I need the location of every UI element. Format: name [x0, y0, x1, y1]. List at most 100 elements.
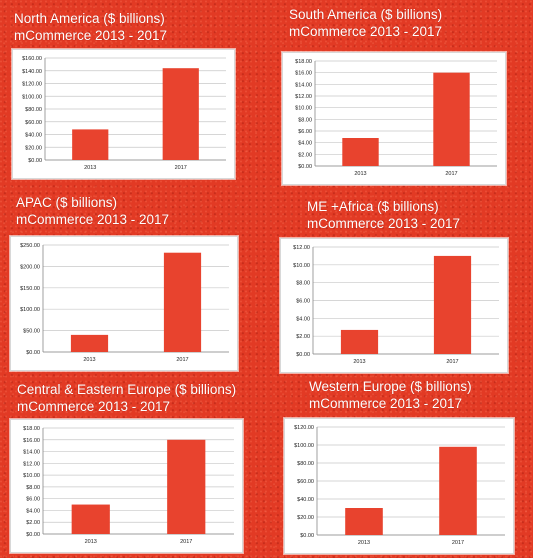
- y-tick-label: $20.00: [25, 145, 42, 151]
- chart-frame: $0.00 $2.00 $4.00 $6.00 $8.00 $10.00 $12.00 $14…: [282, 52, 506, 185]
- y-tick-label: $8.00: [26, 485, 40, 491]
- x-tick-label: 2013: [358, 540, 370, 546]
- y-tick-label: $150.00: [20, 286, 40, 292]
- y-tick-label: $0.00: [28, 158, 42, 164]
- chart-title: ME +Africa ($ billions): [307, 199, 439, 214]
- y-tick-label: $120.00: [22, 82, 42, 88]
- chart-title-block: South America ($ billions) mCommerce 201…: [289, 6, 442, 40]
- y-tick-label: $40.00: [297, 497, 314, 503]
- chart-plot: $0.00 $2.00 $4.00 $6.00 $8.00 $10.00 $12.00 201…: [293, 245, 499, 365]
- y-tick-label: $10.00: [295, 106, 312, 112]
- y-tick-label: $0.00: [298, 164, 312, 170]
- y-tick-label: $12.00: [295, 94, 312, 100]
- chart-subtitle: mCommerce 2013 - 2017: [17, 399, 171, 414]
- bar-2013: [71, 504, 110, 534]
- y-tick-label: $0.00: [26, 350, 40, 356]
- bar-2017: [439, 446, 477, 535]
- bar-2013: [342, 138, 379, 166]
- chart-subtitle: mCommerce 2013 - 2017: [14, 28, 168, 43]
- y-tick-label: $60.00: [25, 120, 42, 126]
- y-tick-label: $2.00: [26, 520, 40, 526]
- chart-title: Central & Eastern Europe ($ billions): [17, 382, 237, 397]
- bar-2017: [433, 255, 472, 354]
- chart-title-block: Central & Eastern Europe ($ billions) mC…: [17, 381, 236, 415]
- bar-2017: [167, 439, 206, 534]
- chart-frame: $0.00 $2.00 $4.00 $6.00 $8.00 $10.00 $12.00 $14…: [10, 419, 243, 553]
- chart-title: South America ($ billions): [289, 7, 443, 22]
- chart-plot: $0.00 $20.00 $40.00 $60.00 $80.00 $100.00 $120…: [22, 56, 226, 171]
- chart-plot: $0.00 $50.00 $100.00 $150.00 $200.00 $250.00 2…: [20, 243, 229, 363]
- x-tick-label: 2017: [446, 359, 458, 365]
- x-tick-label: 2017: [176, 357, 188, 363]
- x-tick-label: 2013: [85, 539, 97, 545]
- chart-frame: $0.00 $50.00 $100.00 $150.00 $200.00 $250.00 2…: [10, 236, 238, 371]
- y-tick-label: $8.00: [298, 117, 312, 123]
- y-tick-label: $16.00: [295, 71, 312, 77]
- y-tick-label: $18.00: [295, 59, 312, 65]
- chart-subtitle: mCommerce 2013 - 2017: [289, 24, 443, 39]
- bar-2013: [345, 508, 383, 535]
- chart-title-block: Western Europe ($ billions) mCommerce 20…: [309, 378, 472, 412]
- chart-frame: $0.00 $20.00 $40.00 $60.00 $80.00 $100.00 $120…: [12, 49, 235, 179]
- y-tick-label: $10.00: [293, 263, 310, 269]
- y-tick-label: $8.00: [296, 281, 310, 287]
- bar-2013: [72, 129, 109, 160]
- y-tick-label: $160.00: [22, 56, 42, 62]
- x-tick-label: 2017: [180, 539, 192, 545]
- chart-subtitle: mCommerce 2013 - 2017: [16, 212, 170, 227]
- bar-2017: [162, 68, 199, 160]
- y-tick-label: $6.00: [26, 497, 40, 503]
- x-tick-label: 2013: [353, 359, 365, 365]
- y-tick-label: $80.00: [297, 461, 314, 467]
- chart-title-block: ME +Africa ($ billions) mCommerce 2013 -…: [307, 198, 460, 232]
- y-tick-label: $4.00: [298, 141, 312, 147]
- chart-title-block: North America ($ billions) mCommerce 201…: [14, 10, 167, 44]
- chart-title-block: APAC ($ billions) mCommerce 2013 - 2017: [16, 194, 169, 228]
- bar-2013: [340, 329, 379, 354]
- chart-title: North America ($ billions): [14, 11, 165, 26]
- bar-2013: [70, 334, 109, 352]
- x-tick-label: 2017: [445, 171, 457, 177]
- y-tick-label: $120.00: [294, 425, 314, 431]
- y-tick-label: $200.00: [20, 264, 40, 270]
- chart-frame: $0.00 $2.00 $4.00 $6.00 $8.00 $10.00 $12.00 201…: [280, 238, 508, 373]
- y-tick-label: $60.00: [297, 479, 314, 485]
- x-tick-label: 2013: [84, 165, 96, 171]
- y-tick-label: $0.00: [296, 352, 310, 358]
- y-tick-label: $14.00: [23, 450, 40, 456]
- y-tick-label: $18.00: [23, 426, 40, 432]
- y-tick-label: $4.00: [296, 316, 310, 322]
- chart-subtitle: mCommerce 2013 - 2017: [307, 216, 461, 231]
- y-tick-label: $6.00: [296, 299, 310, 305]
- chart-subtitle: mCommerce 2013 - 2017: [309, 396, 463, 411]
- x-tick-label: 2017: [452, 540, 464, 546]
- y-tick-label: $140.00: [22, 69, 42, 75]
- y-tick-label: $40.00: [25, 133, 42, 139]
- y-tick-label: $10.00: [23, 473, 40, 479]
- y-tick-label: $12.00: [23, 461, 40, 467]
- y-tick-label: $50.00: [23, 329, 40, 335]
- y-tick-label: $0.00: [300, 533, 314, 539]
- chart-plot: $0.00 $2.00 $4.00 $6.00 $8.00 $10.00 $12.00 $14…: [23, 426, 234, 545]
- y-tick-label: $2.00: [298, 152, 312, 158]
- y-tick-label: $100.00: [20, 307, 40, 313]
- y-tick-label: $80.00: [25, 107, 42, 113]
- chart-title: APAC ($ billions): [16, 195, 118, 210]
- x-tick-label: 2013: [354, 171, 366, 177]
- chart-title: Western Europe ($ billions): [309, 379, 472, 394]
- y-tick-label: $250.00: [20, 243, 40, 249]
- y-tick-label: $2.00: [296, 334, 310, 340]
- y-tick-label: $6.00: [298, 129, 312, 135]
- x-tick-label: 2017: [175, 165, 187, 171]
- bar-2017: [433, 72, 470, 166]
- y-tick-label: $20.00: [297, 515, 314, 521]
- chart-plot: $0.00 $20.00 $40.00 $60.00 $80.00 $100.00 $120…: [294, 425, 505, 546]
- y-tick-label: $14.00: [295, 82, 312, 88]
- chart-frame: $0.00 $20.00 $40.00 $60.00 $80.00 $100.00 $120…: [284, 418, 514, 554]
- bar-2017: [163, 252, 202, 352]
- y-tick-label: $100.00: [22, 94, 42, 100]
- x-tick-label: 2013: [83, 357, 95, 363]
- y-tick-label: $4.00: [26, 508, 40, 514]
- chart-plot: $0.00 $2.00 $4.00 $6.00 $8.00 $10.00 $12.00 $14…: [295, 59, 497, 177]
- y-tick-label: $16.00: [23, 438, 40, 444]
